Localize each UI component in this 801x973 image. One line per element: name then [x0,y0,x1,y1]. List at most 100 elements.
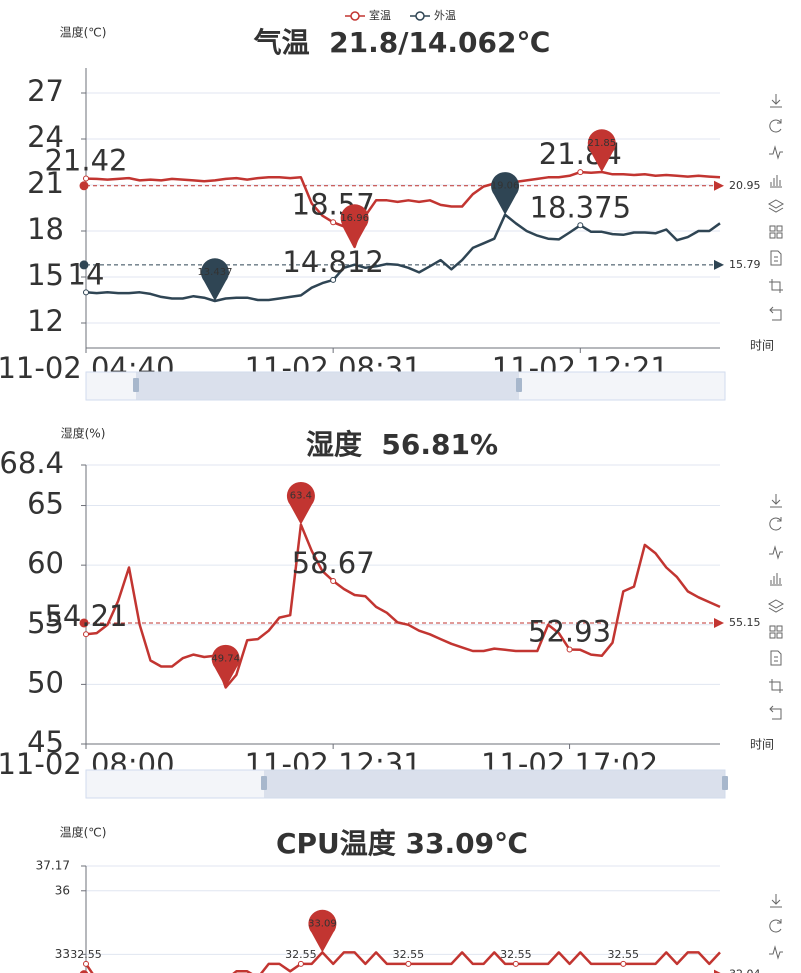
toolbox-icon[interactable] [770,94,782,108]
toolbox-icon[interactable] [769,625,783,639]
point [83,289,89,296]
chart-title: 气温 21.8/14.062℃ [253,26,551,59]
mark-pin-label: 63.4 [290,491,312,502]
point [577,222,584,229]
series-line [85,523,721,689]
data-label: 32.55 [608,948,640,961]
series-line [85,170,721,249]
data-label: 32.55 [393,948,425,961]
y-tick-label: 37.17 [36,859,70,873]
legend-label[interactable]: 外温 [434,9,456,22]
mark-pin-label: 13.437 [197,267,232,278]
average-label: 32.04 [729,968,761,973]
average-label: 15.79 [729,258,761,271]
toolbox-icon[interactable] [769,705,782,720]
chart-title: CPU温度 33.09℃ [276,827,528,860]
y-tick-label: 36 [55,883,70,897]
zoom-handle[interactable] [722,776,728,790]
mark-pin [211,644,240,688]
mark-pin [491,172,520,215]
zoom-window[interactable] [264,770,725,798]
y-tick-label: 33 [55,947,70,961]
y-tick-label: 12 [27,304,64,338]
toolbox-icon[interactable] [769,119,782,133]
mark-pin-label: 21.85 [587,138,616,149]
average-start [79,970,89,973]
toolbox-icon[interactable] [770,650,782,666]
point [577,169,584,176]
y-tick-label: 65 [27,487,64,521]
point [330,276,337,283]
point [566,646,573,653]
mark-pin-label: 16.96 [340,213,369,224]
toolbox-icon[interactable] [770,573,782,586]
average-label: 20.95 [729,179,761,192]
toolbox-icon[interactable] [769,545,783,560]
data-label: 18.375 [530,190,631,224]
toolbox-icon[interactable] [769,279,783,293]
data-label: 54.21 [44,599,127,633]
point [512,960,519,967]
zoom-window[interactable] [136,372,519,400]
legend-icon [350,11,360,21]
point [83,960,89,967]
toolbox-icon[interactable] [770,250,782,266]
point [83,175,89,182]
y-tick-label: 55 [27,606,64,640]
y-tick-label: 18 [27,212,64,246]
mark-pin [200,258,229,301]
chart-title: 湿度 56.81% [306,428,498,461]
y-axis-name: 温度(℃) [60,25,107,40]
data-label: 32.55 [285,948,317,961]
average-start [79,181,89,191]
average-arrow [714,180,724,191]
point [297,960,304,967]
toolbox-icon[interactable] [767,199,785,213]
average-label: 55.15 [729,616,761,629]
data-label: 21.42 [44,144,127,178]
point [83,631,89,638]
legend-label[interactable]: 室温 [369,8,391,22]
y-tick-label: 45 [27,725,64,759]
average-start [79,618,89,628]
y-axis-name: 湿度(%) [61,426,106,441]
zoom-handle[interactable] [516,378,522,392]
y-tick-label: 27 [27,74,64,108]
series-line [85,213,721,303]
average-start [79,260,89,270]
toolbox-icon[interactable] [770,175,782,188]
data-label: 14 [68,257,105,291]
point [405,960,412,967]
toolbox-icon[interactable] [767,599,785,613]
y-tick-label: 68.4 [0,446,64,480]
data-label: 52.93 [528,614,611,648]
mark-pin-label: 33.09 [308,918,337,929]
y-tick-label: 21 [27,166,64,200]
toolbox-icon[interactable] [769,225,783,239]
zoom-handle[interactable] [261,776,267,790]
y-tick-label: 50 [27,665,64,699]
zoom-handle[interactable] [133,378,139,392]
x-axis-name: 时间 [750,339,774,353]
y-tick-label: 60 [27,546,64,580]
point [620,960,627,967]
average-arrow [714,969,721,973]
toolbox-icon[interactable] [770,494,782,508]
toolbox-icon[interactable] [770,894,782,908]
toolbox-icon[interactable] [769,945,783,960]
toolbox-icon[interactable] [769,306,782,321]
toolbox-icon[interactable] [769,517,782,531]
mark-pin-label: 49.74 [211,653,240,664]
toolbox-icon[interactable] [769,919,782,933]
point [330,219,337,226]
mark-pin-label: 19.06 [491,181,520,192]
toolbox-icon[interactable] [769,145,783,160]
mark-pin [286,481,315,525]
series-line [84,951,721,973]
average-arrow [714,617,724,628]
data-label: 32.55 [70,948,102,961]
toolbox-icon[interactable] [769,679,783,693]
average-arrow [714,259,724,270]
data-label: 14.812 [282,245,383,279]
